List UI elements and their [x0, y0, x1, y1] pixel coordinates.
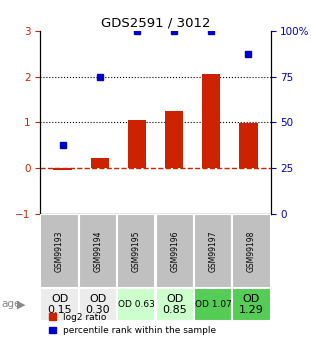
Text: OD
0.15: OD 0.15 — [47, 294, 72, 315]
Bar — [232, 288, 271, 321]
Bar — [79, 288, 117, 321]
Bar — [194, 288, 232, 321]
Text: OD
0.85: OD 0.85 — [162, 294, 187, 315]
Bar — [202, 75, 220, 168]
Bar — [40, 288, 79, 321]
Legend: log2 ratio, percentile rank within the sample: log2 ratio, percentile rank within the s… — [45, 309, 220, 339]
Text: GSM99194: GSM99194 — [94, 230, 102, 272]
Bar — [117, 214, 156, 288]
Bar — [194, 214, 232, 288]
Text: GSM99197: GSM99197 — [209, 230, 217, 272]
Bar — [79, 214, 117, 288]
Text: OD
1.29: OD 1.29 — [239, 294, 264, 315]
Text: ▶: ▶ — [17, 299, 26, 309]
Text: GSM99198: GSM99198 — [247, 230, 256, 272]
Text: OD 0.63: OD 0.63 — [118, 300, 155, 309]
Bar — [117, 288, 156, 321]
Text: GSM99196: GSM99196 — [170, 230, 179, 272]
Text: OD 1.07: OD 1.07 — [195, 300, 231, 309]
Bar — [156, 214, 194, 288]
Bar — [91, 158, 109, 168]
Text: GSM99195: GSM99195 — [132, 230, 141, 272]
Bar — [53, 168, 72, 169]
Title: GDS2591 / 3012: GDS2591 / 3012 — [101, 17, 210, 30]
Text: GSM99193: GSM99193 — [55, 230, 64, 272]
Bar — [40, 214, 79, 288]
Bar — [239, 124, 258, 168]
Bar — [165, 111, 183, 168]
Text: age: age — [2, 299, 21, 309]
Bar — [128, 120, 146, 168]
Bar — [156, 288, 194, 321]
Bar — [232, 214, 271, 288]
Text: OD
0.30: OD 0.30 — [86, 294, 110, 315]
